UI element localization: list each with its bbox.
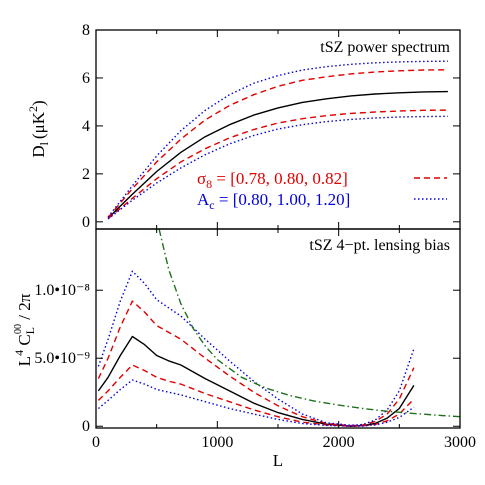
top-ytick-label: 4 <box>82 118 90 135</box>
top-series-line-1 <box>107 69 448 218</box>
bottom-xtick-label: 1000 <box>201 434 233 451</box>
top-ytick-label: 8 <box>82 22 90 39</box>
top-yticks-group: 0 2 4 6 8 <box>82 22 461 231</box>
top-y-axis-label: Dl(μK2) <box>26 100 51 157</box>
legend-entry-sigma8: σ8 = [0.78, 0.80, 0.82] <box>197 169 348 191</box>
legend: σ8 = [0.78, 0.80, 0.82] Ac = [0.80, 1.00… <box>197 169 447 212</box>
bottom-series-line-5 <box>158 228 461 418</box>
bottom-series-group <box>97 228 461 427</box>
top-ytick-label: 6 <box>82 70 90 87</box>
bottom-xtick-label: 0 <box>92 434 100 451</box>
top-ytick-label: 0 <box>82 214 90 231</box>
legend-entry-ac: Ac = [0.80, 1.00, 1.20] <box>197 190 350 212</box>
bottom-x-axis-label: L <box>273 451 283 470</box>
bottom-panel: 0 5.0•10⁻⁹ 1.0•10⁻⁸ 0 1000 2000 3000 tSZ 4−pt… <box>12 228 476 470</box>
bottom-xtick-label: 3000 <box>444 434 476 451</box>
bottom-ytick-label: 5.0•10⁻⁹ <box>34 350 90 367</box>
bottom-yticks-group: 0 5.0•10⁻⁹ 1.0•10⁻⁸ <box>34 229 461 435</box>
bottom-xticks-group: 0 1000 2000 3000 <box>92 434 476 451</box>
bottom-ytick-label: 0 <box>82 418 90 435</box>
top-panel-title: tSZ power spectrum <box>320 39 450 56</box>
bottom-xtick-label: 2000 <box>323 434 355 451</box>
top-ytick-label: 2 <box>82 166 90 183</box>
top-series-line-2 <box>107 109 448 220</box>
bottom-series-line-3 <box>97 270 415 426</box>
bottom-series-line-0 <box>97 335 415 427</box>
bottom-series-line-2 <box>97 364 415 427</box>
bottom-series-line-4 <box>97 379 415 427</box>
top-series-line-3 <box>107 60 448 218</box>
bottom-ytick-label: 1.0•10⁻⁸ <box>34 282 90 299</box>
top-panel: 0 2 4 6 8 tSZ power spectrum Dl(μK2) σ8 = [0… <box>26 22 461 231</box>
bottom-series-line-1 <box>97 300 415 427</box>
top-series-group <box>107 60 448 220</box>
bottom-panel-title: tSZ 4−pt. lensing bias <box>309 237 450 254</box>
bottom-y-axis-label: L4 CL00 / 2π <box>12 293 37 366</box>
top-series-line-0 <box>107 90 448 219</box>
